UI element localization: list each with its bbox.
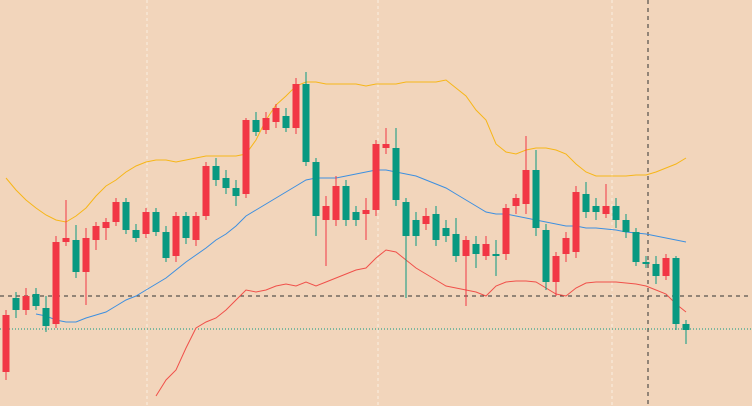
candle-body [632,232,640,262]
candle-body [32,294,40,306]
candle-body [162,232,170,258]
candle-body [472,244,480,254]
candle-body [232,188,240,196]
candle-body [72,240,80,272]
candle-body [272,108,280,122]
candle-body [322,206,330,220]
candle-body [312,162,320,216]
band-line [155,249,687,397]
candle-body [352,212,360,220]
candle-body [302,84,310,162]
candle-body [92,226,100,240]
candle-body [512,198,520,206]
candle-body [372,144,380,210]
candle-body [12,298,20,310]
candle-body [442,228,450,236]
candle-body [332,186,340,220]
candle-body [552,256,560,282]
candle-body [342,186,350,220]
candle-body [572,192,580,252]
candle-body [252,120,260,132]
candle-body [502,208,510,254]
candle-body [42,308,50,326]
band-line [5,79,687,223]
candle-body [592,206,600,212]
candle-body [202,166,210,216]
candle-body [612,206,620,220]
candle-body [262,118,270,130]
candle-body [402,202,410,236]
candle-body [492,254,500,256]
candle-body [542,230,550,282]
candle-body [222,178,230,188]
candle-body [682,324,690,330]
candle-body [22,296,30,310]
candle-body [522,170,530,204]
candle-body [482,244,490,256]
candle-body [672,258,680,324]
candle-body [142,212,150,234]
candle-body [422,216,430,224]
candle-body [642,262,650,264]
candle-body [102,222,110,228]
candle-body [112,202,120,222]
candle-body [362,210,370,214]
candle-body [122,202,130,230]
candle-body [452,234,460,256]
candle-body [292,84,300,128]
candle-body [532,170,540,228]
candle-body [562,238,570,254]
candle-body [132,230,140,238]
candle-body [432,214,440,240]
candle-body [412,220,420,236]
candle-body [182,216,190,238]
candle-body [582,194,590,212]
candle-body [152,212,160,232]
candle-body [52,242,60,324]
candle-body [2,315,10,372]
candle-body [602,206,610,214]
candle-body [282,116,290,128]
candle-body [172,216,180,256]
candle-body [662,258,670,276]
candle-body [622,220,630,232]
candle-body [392,148,400,200]
candle-body [382,144,390,148]
candle-body [242,120,250,194]
candle-body [652,264,660,276]
candle-body [62,238,70,242]
candle-body [462,240,470,256]
candle-body [82,238,90,272]
candle-body [212,166,220,180]
candle-body [192,216,200,240]
